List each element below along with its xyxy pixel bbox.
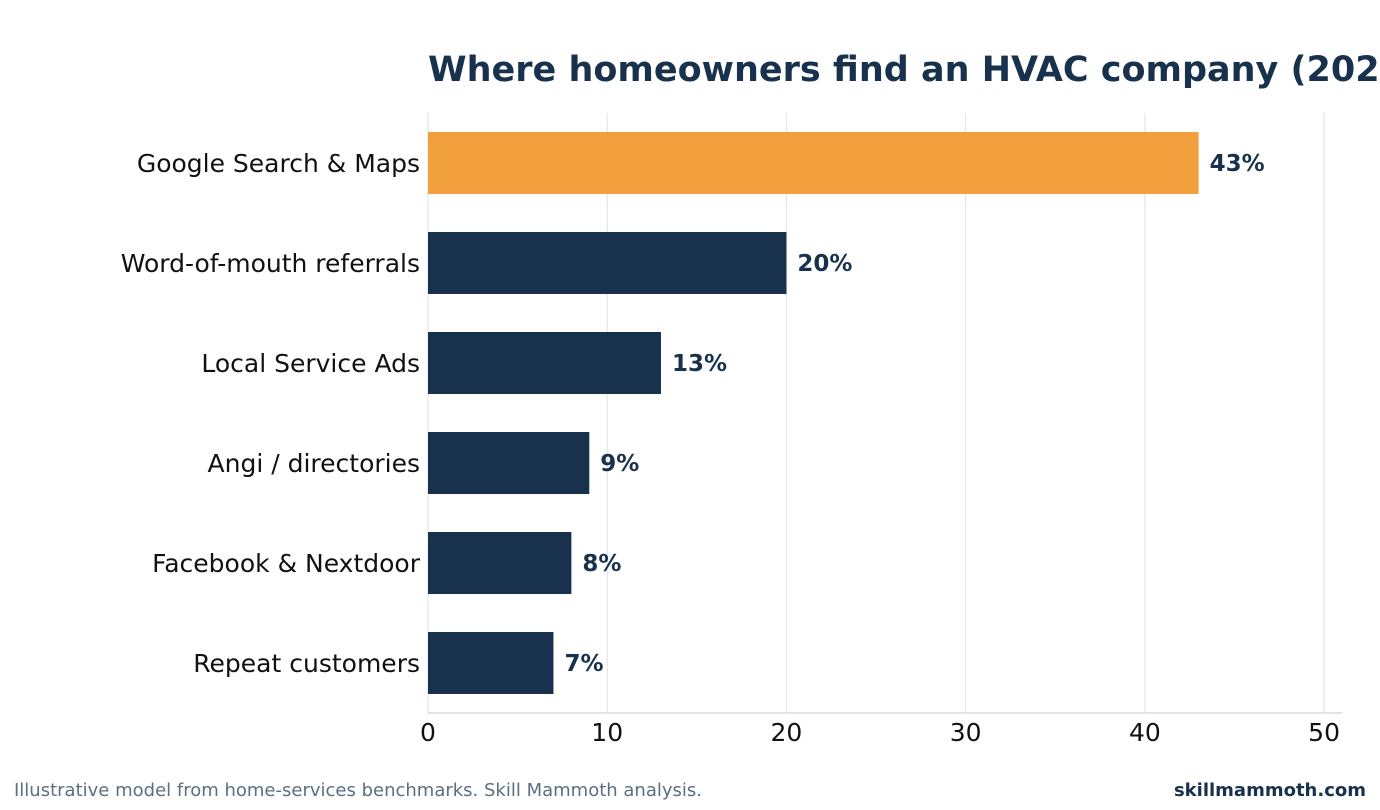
category-label: Word-of-mouth referrals: [121, 249, 420, 278]
x-tick-label: 10: [591, 718, 623, 747]
x-tick-label: 20: [771, 718, 803, 747]
bar-value-label: 13%: [672, 351, 727, 377]
labels: 43% Google Search & Maps 20% Word-of-mouth …: [121, 149, 1265, 678]
bar-value-label: 8%: [582, 551, 621, 577]
category-label: Google Search & Maps: [137, 149, 420, 178]
chart-title: Where homeowners find an HVAC company (2…: [428, 50, 1380, 90]
category-label: Local Service Ads: [201, 349, 420, 378]
x-tick-label: 30: [950, 718, 982, 747]
category-label: Facebook & Nextdoor: [152, 549, 421, 578]
footer-brand: skillmammoth.com: [1173, 780, 1366, 801]
bar-2: [428, 232, 787, 294]
bar-3: [428, 332, 661, 394]
footer-source-note: Illustrative model from home-services be…: [14, 780, 702, 801]
bar-4: [428, 432, 590, 494]
bar-6: [428, 632, 554, 694]
bar-value-label: 43%: [1210, 151, 1265, 177]
category-label: Repeat customers: [193, 649, 420, 678]
x-axis: 0 10 20 30 40 50: [420, 712, 1342, 747]
x-tick-label: 50: [1308, 718, 1340, 747]
bars: [428, 132, 1199, 694]
bar-5: [428, 532, 572, 594]
bar-value-label: 20%: [797, 251, 852, 277]
category-label: Angi / directories: [208, 449, 420, 478]
gridlines: [427, 113, 1325, 713]
bar-value-label: 7%: [564, 651, 603, 677]
x-tick-label: 40: [1129, 718, 1161, 747]
x-tick-label: 0: [420, 718, 436, 747]
bar-value-label: 9%: [600, 451, 639, 477]
bar-1: [428, 132, 1199, 194]
